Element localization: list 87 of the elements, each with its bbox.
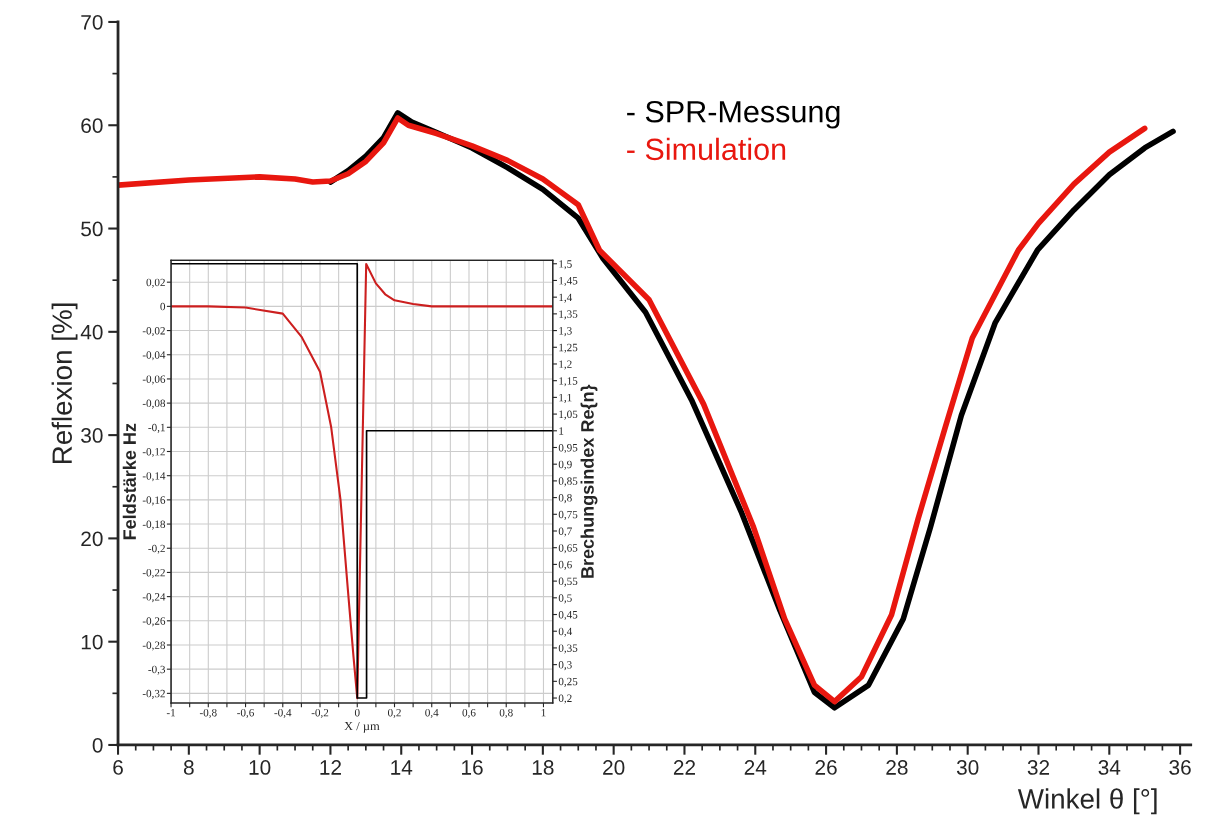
y-tick-label: -0,28 [142,641,166,651]
x-axis-title: X / µm [344,721,380,733]
y2-tick-label: 0,6 [558,560,572,570]
y2-tick-label: 0,2 [558,694,572,704]
x-tick-label: -0,4 [274,708,292,719]
y-tick-label: 50 [81,221,103,237]
y2-tick-label: 1,1 [559,393,572,403]
y2-tick-label: 1,3 [559,327,572,337]
x-tick-label: 14 [391,760,413,775]
y2-tick-label: 1,35 [559,310,578,320]
y2-tick-label: 0,75 [558,510,578,520]
y2-tick-label: 0,45 [558,610,578,621]
x-tick-label: 26 [815,760,837,775]
y2-tick-label: 1,05 [559,410,578,420]
y-tick-label: 0 [160,302,166,311]
y-tick-label: -0,26 [142,617,166,627]
y-tick-label: 70 [81,14,103,30]
x-tick-label: 0,4 [425,708,439,719]
y-tick-label: -0,14 [142,472,166,482]
y2-tick-label: 0,8 [558,494,572,504]
y2-tick-label: 1 [559,427,564,435]
x-tick-label: 36 [1169,760,1191,775]
x-tick-label: -0,2 [311,708,329,719]
y-tick-label: 0 [92,737,103,753]
y-tick-label: -0,1 [148,423,165,433]
x-tick-label: 6 [113,760,123,775]
y-tick-label: 40 [80,324,103,340]
x-tick-label: 16 [462,760,483,775]
x-tick-label: 20 [603,760,625,775]
y-tick-label: -0,24 [142,593,166,603]
x-tick-label: 34 [1098,760,1121,775]
y-tick-label: -0,32 [142,689,165,699]
x-tick-label: 32 [1027,760,1050,775]
y2-tick-label: 0,55 [558,577,578,587]
y2-tick-label: 1,25 [559,343,578,353]
y-tick-label: -0,16 [142,496,166,506]
y2-tick-label: 0,5 [558,594,572,604]
y-tick-label: -0,18 [142,520,166,530]
y-tick-label: -0,3 [148,665,166,675]
x-tick-label: 0,2 [387,708,401,719]
y2-tick-label: 1,15 [559,377,578,387]
x-tick-label: 30 [956,760,979,775]
y2-tick-label: 0,9 [558,460,572,470]
y-tick-label: -0,2 [148,544,165,554]
x-axis-title: Winkel θ [°] [1017,788,1157,815]
y2-tick-label: 0,4 [558,627,573,637]
x-tick-label: -0,6 [237,708,254,719]
x-tick-label: 12 [320,760,341,775]
y2-tick-label: 0,85 [558,477,578,487]
x-tick-label: 18 [532,760,554,775]
x-tick-label: 1 [541,708,546,717]
x-tick-label: 24 [744,760,767,775]
y-tick-label: 60 [81,118,103,134]
y2-tick-label: 1,5 [559,260,572,270]
y-tick-label: -0,04 [142,351,166,361]
y-axis-title: Reflexion [%] [51,303,78,464]
y-tick-label: 0,02 [146,278,165,288]
x-tick-label: 0 [354,708,360,717]
x-tick-label: -0,8 [199,708,217,719]
y-tick-label: 20 [81,531,103,547]
y2-tick-label: 0,7 [558,527,572,537]
x-tick-label: -1 [166,708,176,717]
x-tick-label: 22 [673,760,696,775]
y2-tick-label: 0,25 [558,677,578,687]
y2-tick-label: 1,2 [559,360,572,370]
y2-tick-label: 1,4 [559,293,573,303]
y-tick-label: -0,02 [142,327,165,337]
y2-tick-label: 0,35 [558,644,578,654]
y2-tick-label: 0,65 [558,544,578,554]
y2-tick-label: 1,45 [559,276,578,287]
text: - Simulation [627,137,786,161]
y-tick-label: -0,22 [142,568,165,578]
y-tick-label: 30 [81,428,103,443]
y-tick-label: -0,12 [142,447,165,458]
x-tick-label: 10 [249,760,271,775]
x-tick-label: 0,8 [499,708,513,719]
y2-tick-label: 0,95 [558,443,578,454]
text: - SPR-Messung [627,100,840,129]
y-axis-title: Feldstärke Hz [122,423,137,540]
y-tick-label: 10 [81,634,103,650]
y2-axis-title: Brechungsindex Re{n} [580,384,598,578]
y-tick-label: -0,08 [142,399,166,409]
y2-tick-label: 0,3 [558,661,572,671]
x-tick-label: 0,6 [462,708,476,719]
y-tick-label: -0,06 [142,375,166,385]
x-tick-label: 8 [183,760,194,775]
x-tick-label: 28 [886,760,908,775]
